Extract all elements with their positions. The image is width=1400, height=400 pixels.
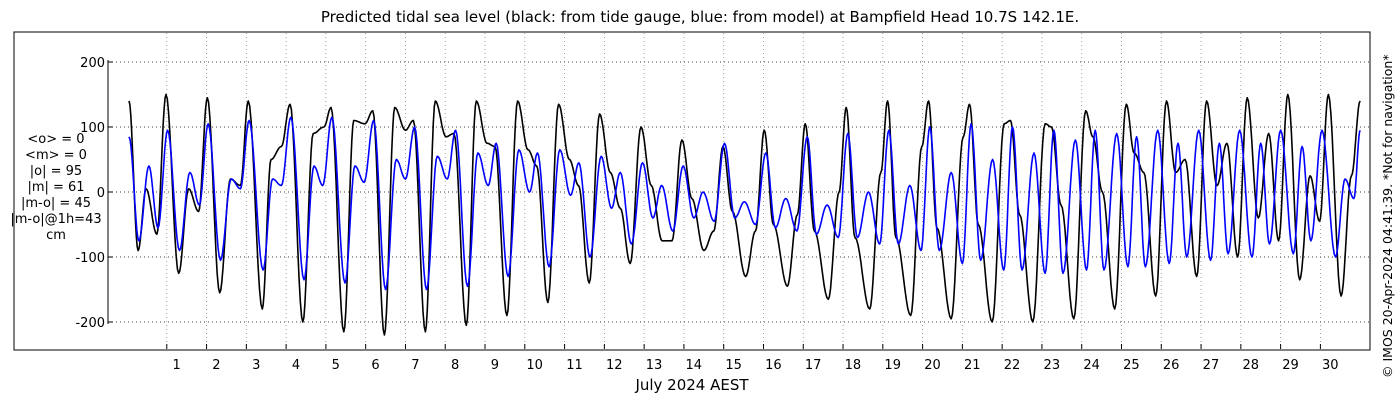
chart-frame xyxy=(13,31,1371,351)
x-tick-label: 30 xyxy=(1322,358,1339,373)
stat-abs-observed: |o| = 95 xyxy=(29,164,83,179)
y-tick-label: -100 xyxy=(75,251,105,266)
stat-mean-model: <m> = 0 xyxy=(25,148,87,163)
x-tick-label: 29 xyxy=(1282,358,1299,373)
x-tick-label: 22 xyxy=(1004,358,1021,373)
x-tick-label: 12 xyxy=(606,358,623,373)
x-tick-label: 11 xyxy=(566,358,583,373)
x-tick-label: 25 xyxy=(1123,358,1140,373)
series-layer xyxy=(128,93,1361,336)
x-tick-label: 1 xyxy=(173,358,181,373)
x-tick-label: 28 xyxy=(1242,358,1259,373)
x-tick-label: 4 xyxy=(292,358,300,373)
stat-abs-difference-1h: |m-o|@1h=43 xyxy=(10,212,102,227)
x-tick-label: 8 xyxy=(451,358,459,373)
x-tick-label: 2 xyxy=(212,358,220,373)
x-tick-label: 14 xyxy=(686,358,703,373)
chart-title: Predicted tidal sea level (black: from t… xyxy=(320,8,1080,26)
copyright-notice: © IMOS 20-Apr-2024 04:41:39. *Not for na… xyxy=(1380,54,1395,378)
x-tick-label: 3 xyxy=(252,358,260,373)
series-line-model xyxy=(128,116,1361,291)
x-tick-label: 13 xyxy=(646,358,663,373)
y-tick-label: -200 xyxy=(75,316,105,331)
x-tick-label: 15 xyxy=(725,358,742,373)
x-tick-label: 5 xyxy=(332,358,340,373)
y-tick-label: 200 xyxy=(80,56,105,71)
x-tick-label: 27 xyxy=(1203,358,1220,373)
x-tick-label: 10 xyxy=(526,358,543,373)
x-tick-label: 24 xyxy=(1083,358,1100,373)
x-tick-label: 17 xyxy=(805,358,822,373)
x-tick-label: 16 xyxy=(765,358,782,373)
grid-layer xyxy=(108,33,1369,349)
x-tick-label: 6 xyxy=(371,358,379,373)
stat-mean-observed: <o> = 0 xyxy=(27,132,85,147)
stat-abs-model: |m| = 61 xyxy=(27,180,85,195)
series-line-tide-gauge xyxy=(128,93,1361,336)
x-tick-label: 21 xyxy=(964,358,981,373)
x-tick-label: 19 xyxy=(884,358,901,373)
stats-panel: <o> = 0 <m> = 0 |o| = 95 |m| = 61 |m-o| … xyxy=(2,132,110,244)
x-tick-label: 9 xyxy=(491,358,499,373)
x-tick-label: 20 xyxy=(924,358,941,373)
x-tick-label: 7 xyxy=(411,358,419,373)
x-tick-label: 23 xyxy=(1044,358,1061,373)
x-tick-label: 26 xyxy=(1163,358,1180,373)
x-tick-label: 18 xyxy=(845,358,862,373)
stat-unit: cm xyxy=(46,228,66,243)
x-axis-label: July 2024 AEST xyxy=(634,376,749,394)
stat-abs-difference: |m-o| = 45 xyxy=(20,196,91,211)
